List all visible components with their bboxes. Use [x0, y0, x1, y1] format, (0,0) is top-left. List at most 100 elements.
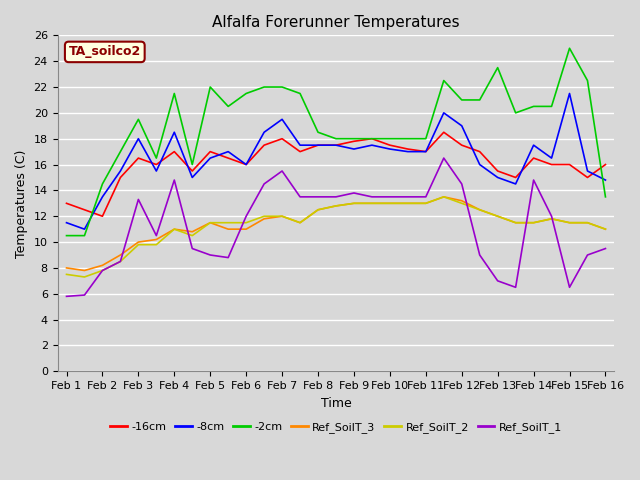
-8cm: [225, 149, 232, 155]
Ref_SoilT_3: [566, 220, 573, 226]
-16cm: [243, 162, 250, 168]
Ref_SoilT_3: [584, 220, 591, 226]
Ref_SoilT_1: [278, 168, 286, 174]
Line: -2cm: -2cm: [67, 48, 605, 236]
-16cm: [548, 162, 556, 168]
Line: -8cm: -8cm: [67, 94, 605, 229]
Ref_SoilT_2: [278, 213, 286, 219]
-2cm: [548, 104, 556, 109]
Ref_SoilT_2: [134, 242, 142, 248]
Ref_SoilT_2: [404, 201, 412, 206]
-16cm: [206, 149, 214, 155]
Ref_SoilT_2: [314, 207, 322, 213]
-16cm: [386, 142, 394, 148]
-8cm: [422, 149, 429, 155]
-16cm: [134, 155, 142, 161]
-16cm: [512, 175, 520, 180]
-16cm: [260, 142, 268, 148]
-2cm: [63, 233, 70, 239]
-2cm: [81, 233, 88, 239]
-8cm: [584, 168, 591, 174]
Ref_SoilT_1: [368, 194, 376, 200]
Ref_SoilT_1: [63, 293, 70, 299]
Ref_SoilT_3: [278, 213, 286, 219]
-2cm: [566, 46, 573, 51]
-2cm: [116, 149, 124, 155]
Ref_SoilT_2: [188, 233, 196, 239]
Ref_SoilT_1: [170, 177, 178, 183]
-2cm: [512, 110, 520, 116]
Ref_SoilT_3: [188, 229, 196, 235]
-16cm: [566, 162, 573, 168]
Ref_SoilT_1: [530, 177, 538, 183]
Legend: -16cm, -8cm, -2cm, Ref_SoilT_3, Ref_SoilT_2, Ref_SoilT_1: -16cm, -8cm, -2cm, Ref_SoilT_3, Ref_Soil…: [106, 417, 566, 437]
-8cm: [350, 146, 358, 152]
Ref_SoilT_1: [602, 246, 609, 252]
-8cm: [81, 226, 88, 232]
Ref_SoilT_1: [332, 194, 340, 200]
Ref_SoilT_1: [512, 285, 520, 290]
Y-axis label: Temperatures (C): Temperatures (C): [15, 149, 28, 257]
-2cm: [134, 117, 142, 122]
-2cm: [243, 91, 250, 96]
-16cm: [350, 138, 358, 144]
-2cm: [170, 91, 178, 96]
Ref_SoilT_3: [206, 220, 214, 226]
Ref_SoilT_2: [350, 201, 358, 206]
Ref_SoilT_3: [152, 237, 160, 242]
-8cm: [386, 146, 394, 152]
-16cm: [152, 162, 160, 168]
Ref_SoilT_3: [476, 207, 484, 213]
Ref_SoilT_1: [584, 252, 591, 258]
-2cm: [530, 104, 538, 109]
Ref_SoilT_1: [206, 252, 214, 258]
-8cm: [314, 142, 322, 148]
-2cm: [422, 136, 429, 142]
Ref_SoilT_3: [260, 216, 268, 222]
-2cm: [440, 78, 447, 84]
Ref_SoilT_1: [99, 268, 106, 274]
Ref_SoilT_3: [494, 213, 502, 219]
Ref_SoilT_1: [404, 194, 412, 200]
-8cm: [296, 142, 304, 148]
-2cm: [368, 136, 376, 142]
Ref_SoilT_2: [386, 201, 394, 206]
Ref_SoilT_3: [350, 201, 358, 206]
Ref_SoilT_2: [548, 216, 556, 222]
-2cm: [350, 136, 358, 142]
Title: Alfalfa Forerunner Temperatures: Alfalfa Forerunner Temperatures: [212, 15, 460, 30]
-8cm: [170, 130, 178, 135]
-8cm: [134, 136, 142, 142]
-8cm: [332, 142, 340, 148]
Ref_SoilT_1: [386, 194, 394, 200]
Ref_SoilT_1: [476, 252, 484, 258]
-8cm: [566, 91, 573, 96]
-16cm: [99, 213, 106, 219]
Ref_SoilT_3: [404, 201, 412, 206]
Ref_SoilT_1: [566, 285, 573, 290]
Ref_SoilT_2: [81, 274, 88, 280]
Ref_SoilT_3: [296, 220, 304, 226]
-16cm: [170, 149, 178, 155]
-8cm: [278, 117, 286, 122]
-2cm: [584, 78, 591, 84]
Ref_SoilT_3: [530, 220, 538, 226]
Ref_SoilT_2: [602, 226, 609, 232]
-16cm: [440, 130, 447, 135]
Ref_SoilT_3: [602, 226, 609, 232]
-16cm: [116, 175, 124, 180]
Ref_SoilT_2: [332, 203, 340, 209]
Ref_SoilT_3: [99, 263, 106, 268]
-8cm: [548, 155, 556, 161]
Ref_SoilT_2: [225, 220, 232, 226]
Ref_SoilT_2: [296, 220, 304, 226]
-8cm: [188, 175, 196, 180]
-2cm: [278, 84, 286, 90]
Ref_SoilT_2: [99, 268, 106, 274]
-8cm: [63, 220, 70, 226]
Ref_SoilT_1: [440, 155, 447, 161]
-16cm: [278, 136, 286, 142]
Ref_SoilT_2: [206, 220, 214, 226]
-2cm: [314, 130, 322, 135]
Ref_SoilT_1: [116, 259, 124, 264]
